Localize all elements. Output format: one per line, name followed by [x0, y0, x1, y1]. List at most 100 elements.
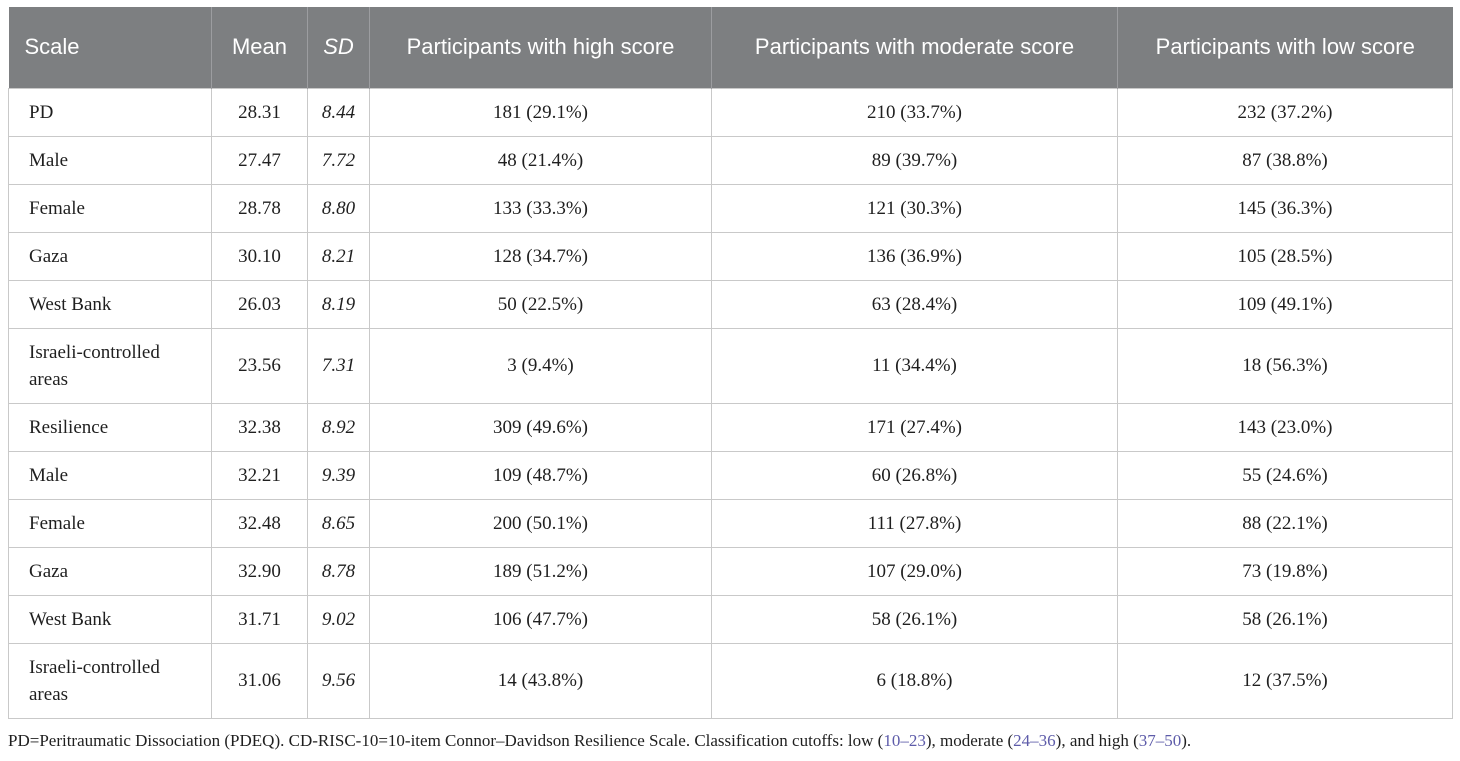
cell-sd: 8.44	[307, 87, 370, 137]
cell-moderate: 89 (39.7%)	[711, 135, 1118, 185]
cutoff-range-low: 10–23	[883, 730, 926, 750]
cell-sd: 9.39	[307, 450, 370, 500]
statistics-table: Scale Mean SD Participants with high sco…	[8, 7, 1453, 719]
cell-mean: 32.90	[211, 546, 308, 596]
cell-scale: Male	[8, 135, 212, 185]
cell-mean: 32.38	[211, 402, 308, 452]
cell-high: 309 (49.6%)	[369, 402, 712, 452]
cell-low: 145 (36.3%)	[1117, 183, 1453, 233]
column-header-mean: Mean	[211, 7, 308, 88]
cell-high: 128 (34.7%)	[369, 231, 712, 281]
table-row: West Bank 26.03 8.19 50 (22.5%) 63 (28.4…	[8, 279, 1453, 329]
table-row: PD 28.31 8.44 181 (29.1%) 210 (33.7%) 23…	[8, 87, 1453, 137]
cell-high: 181 (29.1%)	[369, 87, 712, 137]
cell-high: 106 (47.7%)	[369, 594, 712, 644]
cell-scale: Female	[8, 183, 212, 233]
cell-low: 55 (24.6%)	[1117, 450, 1453, 500]
table-row: West Bank 31.71 9.02 106 (47.7%) 58 (26.…	[8, 594, 1453, 644]
cell-mean: 31.06	[211, 642, 308, 719]
cutoff-range-moderate: 24–36	[1013, 730, 1056, 750]
cell-sd: 8.21	[307, 231, 370, 281]
cell-scale: Gaza	[8, 546, 212, 596]
cell-high: 133 (33.3%)	[369, 183, 712, 233]
cell-sd: 8.19	[307, 279, 370, 329]
table-header: Scale Mean SD Participants with high sco…	[8, 7, 1453, 88]
cell-low: 109 (49.1%)	[1117, 279, 1453, 329]
cell-moderate: 58 (26.1%)	[711, 594, 1118, 644]
cell-high: 50 (22.5%)	[369, 279, 712, 329]
footnote-text: ), and high (	[1055, 730, 1139, 750]
header-row: Scale Mean SD Participants with high sco…	[8, 7, 1453, 88]
cell-moderate: 171 (27.4%)	[711, 402, 1118, 452]
cell-moderate: 107 (29.0%)	[711, 546, 1118, 596]
cell-sd: 9.56	[307, 642, 370, 719]
cell-high: 109 (48.7%)	[369, 450, 712, 500]
cell-mean: 26.03	[211, 279, 308, 329]
cell-sd: 8.80	[307, 183, 370, 233]
footnote-text: ), moderate (	[925, 730, 1014, 750]
cell-moderate: 6 (18.8%)	[711, 642, 1118, 719]
cell-sd: 8.92	[307, 402, 370, 452]
cell-low: 18 (56.3%)	[1117, 327, 1453, 404]
cell-low: 88 (22.1%)	[1117, 498, 1453, 548]
cell-scale: PD	[8, 87, 212, 137]
cell-moderate: 121 (30.3%)	[711, 183, 1118, 233]
column-header-sd: SD	[307, 7, 370, 88]
column-header-low: Participants with low score	[1117, 7, 1453, 88]
cell-moderate: 11 (34.4%)	[711, 327, 1118, 404]
footnote-text: ).	[1181, 730, 1192, 750]
cell-sd: 9.02	[307, 594, 370, 644]
cell-scale: Female	[8, 498, 212, 548]
table-row: Resilience 32.38 8.92 309 (49.6%) 171 (2…	[8, 402, 1453, 452]
table-row: Female 28.78 8.80 133 (33.3%) 121 (30.3%…	[8, 183, 1453, 233]
table-row: Female 32.48 8.65 200 (50.1%) 111 (27.8%…	[8, 498, 1453, 548]
column-header-scale: Scale	[8, 7, 212, 88]
cell-low: 58 (26.1%)	[1117, 594, 1453, 644]
cell-mean: 23.56	[211, 327, 308, 404]
cell-sd: 8.78	[307, 546, 370, 596]
cell-moderate: 136 (36.9%)	[711, 231, 1118, 281]
cell-moderate: 63 (28.4%)	[711, 279, 1118, 329]
cell-sd: 7.31	[307, 327, 370, 404]
cell-mean: 28.31	[211, 87, 308, 137]
cell-low: 87 (38.8%)	[1117, 135, 1453, 185]
cell-scale: Resilience	[8, 402, 212, 452]
cell-scale: West Bank	[8, 279, 212, 329]
cell-mean: 30.10	[211, 231, 308, 281]
table-row: Israeli-controlled areas 23.56 7.31 3 (9…	[8, 327, 1453, 404]
cutoff-range-high: 37–50	[1138, 730, 1182, 750]
table-row: Gaza 32.90 8.78 189 (51.2%) 107 (29.0%) …	[8, 546, 1453, 596]
table-row: Gaza 30.10 8.21 128 (34.7%) 136 (36.9%) …	[8, 231, 1453, 281]
cell-scale: Israeli-controlled areas	[8, 642, 212, 719]
cell-mean: 31.71	[211, 594, 308, 644]
cell-low: 105 (28.5%)	[1117, 231, 1453, 281]
cell-low: 143 (23.0%)	[1117, 402, 1453, 452]
cell-moderate: 60 (26.8%)	[711, 450, 1118, 500]
cell-mean: 32.48	[211, 498, 308, 548]
cell-high: 3 (9.4%)	[369, 327, 712, 404]
column-header-moderate: Participants with moderate score	[711, 7, 1118, 88]
table-row: Israeli-controlled areas 31.06 9.56 14 (…	[8, 642, 1453, 719]
cell-sd: 8.65	[307, 498, 370, 548]
cell-sd: 7.72	[307, 135, 370, 185]
cell-low: 232 (37.2%)	[1117, 87, 1453, 137]
table-row: Male 27.47 7.72 48 (21.4%) 89 (39.7%) 87…	[8, 135, 1453, 185]
cell-scale: West Bank	[8, 594, 212, 644]
cell-mean: 27.47	[211, 135, 308, 185]
cell-moderate: 111 (27.8%)	[711, 498, 1118, 548]
footnote-text: PD=Peritraumatic Dissociation (PDEQ). CD…	[8, 730, 884, 750]
table-body: PD 28.31 8.44 181 (29.1%) 210 (33.7%) 23…	[8, 87, 1453, 719]
table-footnote: PD=Peritraumatic Dissociation (PDEQ). CD…	[8, 730, 1452, 752]
cell-scale: Gaza	[8, 231, 212, 281]
cell-scale: Male	[8, 450, 212, 500]
cell-mean: 32.21	[211, 450, 308, 500]
cell-low: 12 (37.5%)	[1117, 642, 1453, 719]
cell-mean: 28.78	[211, 183, 308, 233]
cell-high: 200 (50.1%)	[369, 498, 712, 548]
cell-moderate: 210 (33.7%)	[711, 87, 1118, 137]
table-row: Male 32.21 9.39 109 (48.7%) 60 (26.8%) 5…	[8, 450, 1453, 500]
cell-low: 73 (19.8%)	[1117, 546, 1453, 596]
cell-high: 48 (21.4%)	[369, 135, 712, 185]
column-header-high: Participants with high score	[369, 7, 712, 88]
cell-high: 14 (43.8%)	[369, 642, 712, 719]
